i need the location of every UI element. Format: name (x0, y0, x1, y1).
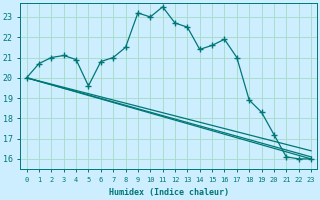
X-axis label: Humidex (Indice chaleur): Humidex (Indice chaleur) (109, 188, 229, 197)
